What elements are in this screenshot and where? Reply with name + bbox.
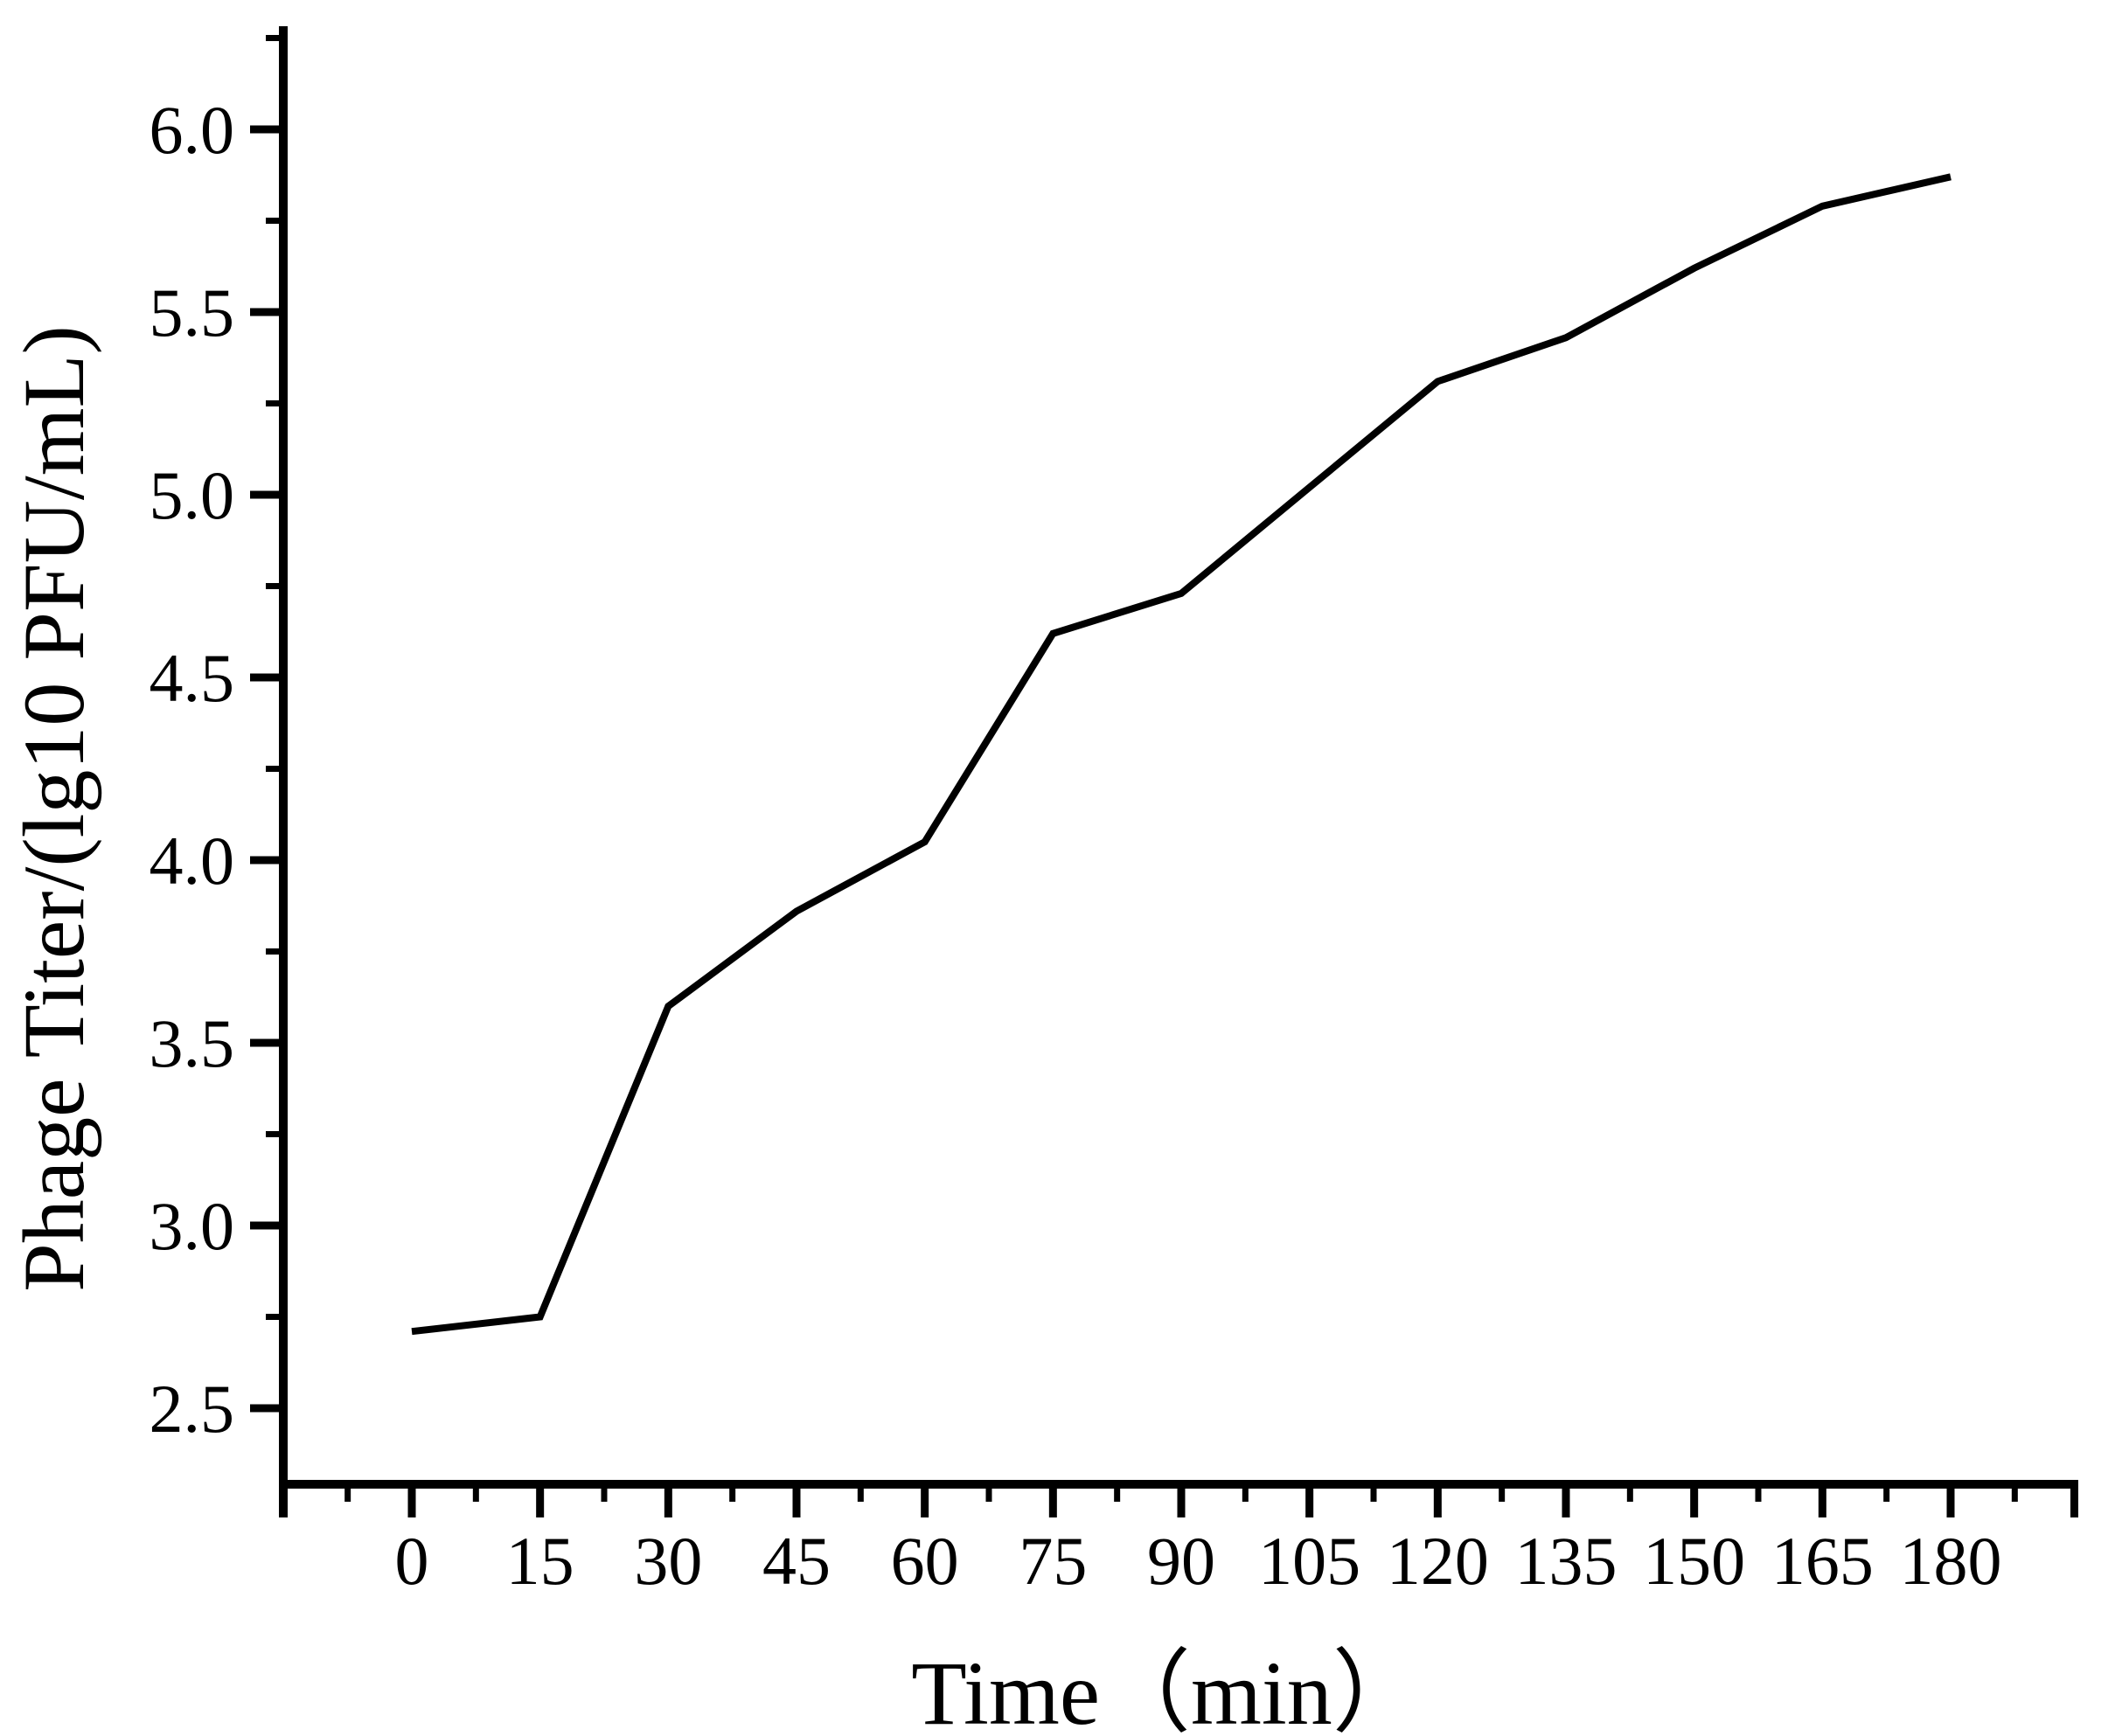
x-tick-label: 105 — [1258, 1523, 1360, 1599]
y-tick-label: 3.0 — [150, 1188, 235, 1264]
x-tick-label: 0 — [395, 1523, 429, 1599]
y-tick-label: 4.0 — [150, 823, 235, 899]
y-tick-label: 3.5 — [150, 1005, 235, 1081]
x-tick-label: 75 — [1019, 1523, 1087, 1599]
x-tick-label: 45 — [762, 1523, 831, 1599]
series-line-phage-titer — [411, 173, 1952, 1336]
y-tick-label: 2.5 — [150, 1371, 235, 1447]
y-axis-title: Phage Titer/(lg10 PFU/mL) — [5, 325, 102, 1292]
x-tick-label: 165 — [1771, 1523, 1874, 1599]
x-tick-label: 120 — [1387, 1523, 1489, 1599]
x-tick-label: 135 — [1515, 1523, 1618, 1599]
x-tick-label: 60 — [891, 1523, 959, 1599]
x-tick-label: 15 — [506, 1523, 574, 1599]
x-tick-label: 30 — [634, 1523, 702, 1599]
x-tick-label: 150 — [1643, 1523, 1745, 1599]
x-axis-title: Time（min） — [911, 1643, 1423, 1736]
y-tick-label: 5.5 — [150, 274, 235, 351]
y-tick-label: 6.0 — [150, 92, 235, 168]
x-tick-label: 180 — [1900, 1523, 2002, 1599]
y-tick-label: 4.5 — [150, 640, 235, 716]
y-tick-label: 5.0 — [150, 457, 235, 533]
x-tick-label: 90 — [1147, 1523, 1215, 1599]
